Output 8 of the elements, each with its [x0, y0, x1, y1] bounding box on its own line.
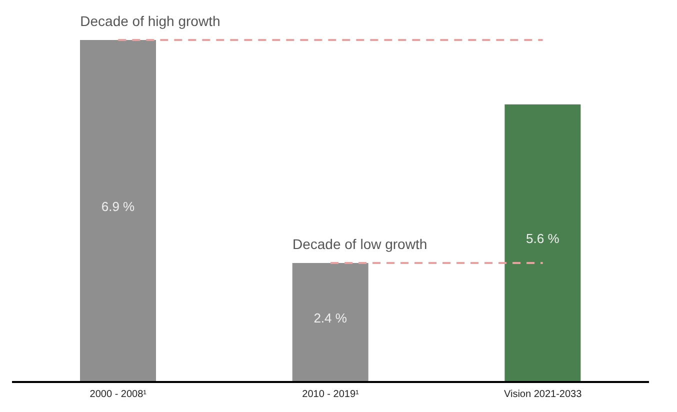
- x-tick-label: 2010 - 2019¹: [302, 389, 360, 400]
- annotation: Decade of low growth: [292, 236, 428, 252]
- x-tick-label: 2000 - 2008¹: [90, 389, 148, 400]
- x-tick-label: Vision 2021-2033: [504, 389, 582, 400]
- annotation: Decade of high growth: [80, 13, 220, 29]
- data-label: 2.4 %: [314, 310, 348, 326]
- data-label: 5.6 %: [526, 231, 560, 246]
- data-label: 6.9 %: [101, 199, 136, 214]
